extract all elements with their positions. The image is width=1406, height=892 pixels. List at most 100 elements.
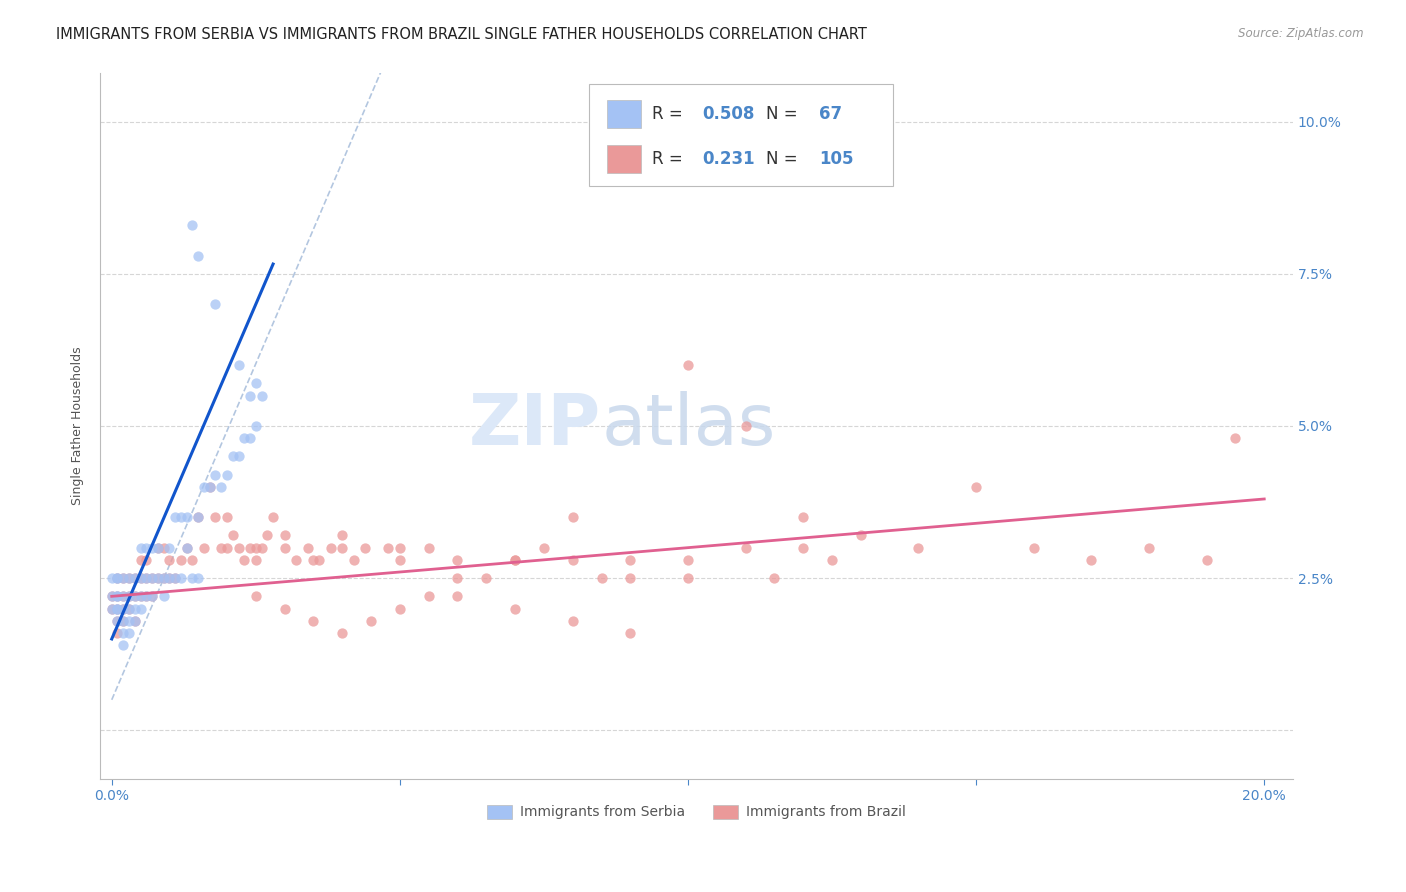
Point <box>377 541 399 555</box>
Point <box>187 248 209 262</box>
Point <box>129 590 152 604</box>
Point <box>239 388 262 402</box>
Point <box>561 553 583 567</box>
Point <box>676 571 699 585</box>
Text: 0.508: 0.508 <box>703 105 755 123</box>
Point <box>763 571 786 585</box>
Point <box>141 590 163 604</box>
Point <box>302 614 325 628</box>
Point <box>233 431 256 445</box>
Point <box>1080 553 1102 567</box>
Point <box>204 510 226 524</box>
Point <box>118 625 141 640</box>
Point <box>245 590 267 604</box>
Point <box>112 625 135 640</box>
FancyBboxPatch shape <box>607 145 641 173</box>
Point <box>245 376 267 391</box>
Point <box>107 571 129 585</box>
Point <box>561 614 583 628</box>
Point <box>907 541 929 555</box>
Point <box>792 541 814 555</box>
Point <box>176 541 198 555</box>
Point <box>141 571 163 585</box>
Point <box>1195 553 1218 567</box>
Point <box>112 614 135 628</box>
Text: R =: R = <box>652 105 689 123</box>
Legend: Immigrants from Serbia, Immigrants from Brazil: Immigrants from Serbia, Immigrants from … <box>481 799 912 825</box>
Point <box>118 590 141 604</box>
Point <box>135 571 157 585</box>
Point <box>135 553 157 567</box>
Point <box>187 510 209 524</box>
Text: 105: 105 <box>820 150 853 168</box>
Point <box>112 601 135 615</box>
Point <box>262 510 284 524</box>
Point <box>118 601 141 615</box>
Y-axis label: Single Father Households: Single Father Households <box>72 347 84 505</box>
Point <box>107 601 129 615</box>
Point <box>388 601 411 615</box>
Point <box>129 541 152 555</box>
Point <box>273 541 295 555</box>
Point <box>475 571 498 585</box>
Point <box>308 553 330 567</box>
Point <box>734 419 756 434</box>
Point <box>129 553 152 567</box>
Point <box>118 614 141 628</box>
Point <box>619 553 641 567</box>
Point <box>193 541 215 555</box>
Point <box>343 553 366 567</box>
Point <box>157 571 180 585</box>
Point <box>100 590 122 604</box>
Point <box>1137 541 1160 555</box>
Point <box>198 480 221 494</box>
Text: R =: R = <box>652 150 689 168</box>
Point <box>146 541 169 555</box>
Point <box>165 510 187 524</box>
Point <box>591 571 613 585</box>
Point <box>193 480 215 494</box>
Point <box>209 480 232 494</box>
Point <box>330 541 353 555</box>
Point <box>141 571 163 585</box>
Point <box>187 571 209 585</box>
Point <box>157 571 180 585</box>
Point <box>124 614 146 628</box>
Point <box>135 541 157 555</box>
Point <box>112 638 135 652</box>
Text: Source: ZipAtlas.com: Source: ZipAtlas.com <box>1239 27 1364 40</box>
Point <box>107 614 129 628</box>
Point <box>100 601 122 615</box>
Text: 0.231: 0.231 <box>703 150 755 168</box>
Point <box>302 553 325 567</box>
Text: ZIP: ZIP <box>470 392 602 460</box>
Point <box>124 614 146 628</box>
Point <box>181 553 204 567</box>
Point <box>619 571 641 585</box>
Text: atlas: atlas <box>602 392 776 460</box>
Point <box>124 590 146 604</box>
Point <box>388 553 411 567</box>
Point <box>146 571 169 585</box>
Point <box>245 419 267 434</box>
Point <box>124 590 146 604</box>
Point <box>124 571 146 585</box>
Point <box>792 510 814 524</box>
Text: N =: N = <box>766 150 803 168</box>
Point <box>215 467 238 482</box>
Point <box>181 218 204 232</box>
Point <box>176 510 198 524</box>
Point <box>100 601 122 615</box>
Point <box>112 601 135 615</box>
Point <box>354 541 377 555</box>
Text: 67: 67 <box>820 105 842 123</box>
Point <box>561 510 583 524</box>
Point <box>228 450 250 464</box>
Point <box>676 553 699 567</box>
Point <box>250 541 273 555</box>
Point <box>388 541 411 555</box>
Point <box>141 590 163 604</box>
Point <box>446 571 468 585</box>
Point <box>118 571 141 585</box>
Point <box>124 601 146 615</box>
